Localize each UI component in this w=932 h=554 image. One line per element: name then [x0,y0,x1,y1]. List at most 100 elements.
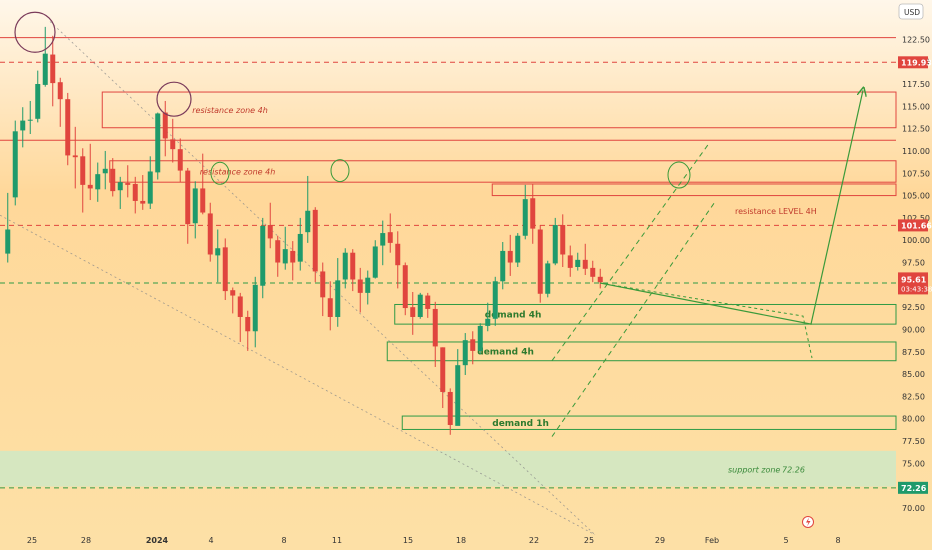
y-tick-label: 122.50 [902,35,930,44]
candle-body [522,199,528,236]
price-tag-label-2: 95.61 [901,275,927,284]
zone-label-3: demand 4h [485,310,542,320]
candle-body [560,225,566,255]
candle-body [327,298,333,317]
price-tag-0 [898,56,928,69]
candle-body [42,53,48,85]
candle-body [132,183,138,201]
candle-body [162,112,168,139]
candle-body [245,316,251,332]
candle-body [567,255,573,268]
y-tick-label: 102.50 [902,214,930,223]
candle-body [545,263,551,294]
touch-circle-1 [210,161,230,185]
candle-body [12,131,18,198]
candle-body [410,307,416,317]
candle-body [215,248,221,256]
y-tick-label: 70.00 [902,504,925,513]
zone-resistance-0 [101,91,897,129]
candle-body [110,168,116,192]
rising-channel-lower [551,201,716,437]
candle-body [87,184,93,189]
high-circle-2 [156,81,192,117]
candle-body [597,276,603,283]
candle-body [102,168,108,174]
candle-body [185,170,191,225]
candle-body [50,54,56,84]
zone-demand-4 [386,341,897,362]
candle-body [230,290,236,296]
y-tick-label: 82.50 [902,392,925,401]
projection-arrow-alt [600,282,813,359]
candle-body [537,229,543,294]
candle-body [447,391,453,425]
x-tick-label: 25 [584,536,594,545]
candle-body [395,243,401,266]
x-tick-label: 4 [208,536,213,545]
candle-body [65,99,71,156]
currency-box[interactable] [898,3,924,20]
support-zone-value: 72.26 [782,466,805,475]
x-tick-label: 2024 [146,536,169,545]
candle-body [357,279,363,293]
candle-body [365,277,371,293]
candle-body [252,284,258,332]
candle-body [335,280,341,317]
candle-body [575,259,581,267]
candle-body [312,209,318,272]
candle-body [125,183,131,185]
y-tick-label: 97.50 [902,259,925,268]
candle-body [515,235,521,263]
y-tick-label: 115.00 [902,102,930,111]
candle-body [425,295,431,309]
candle-body [192,188,198,224]
candle-body [552,225,558,264]
y-tick-label: 87.50 [902,348,925,357]
candle-body [282,249,288,264]
x-tick-label: 29 [655,536,665,545]
candle-body [27,119,33,121]
x-tick-label: 8 [281,536,286,545]
touch-circle-3 [667,161,691,189]
candle-body [582,259,588,269]
candle-body [342,252,348,280]
candle-body [290,250,296,263]
x-tick-label: Feb [705,536,719,545]
y-tick-label: 112.50 [902,125,930,134]
candle-body [402,265,408,309]
y-tick-label: 110.00 [902,147,930,156]
price-tag-label-0: 119.93 [901,58,932,67]
y-tick-label: 85.00 [902,370,925,379]
high-circle-1 [14,11,56,53]
x-tick-label: 25 [27,536,37,545]
candle-body [500,250,506,282]
candle-body [57,82,63,100]
currency-label: USD [904,8,920,17]
zone-label-0: resistance zone 4h [192,106,268,115]
x-tick-label: 18 [456,536,466,545]
price-tag-label-1: 101.66 [901,221,932,230]
projection-arrow-main [600,90,863,325]
y-tick-label: 90.00 [902,325,925,334]
candle-body [350,252,356,280]
y-tick-label: 107.50 [902,169,930,178]
candle-body [507,250,513,263]
candle-body [305,210,311,233]
y-tick-label: 75.00 [902,459,925,468]
candle-body [462,340,468,366]
candle-body [222,247,228,292]
candle-body [95,174,101,190]
x-tick-label: 28 [81,536,91,545]
candle-body [492,281,498,319]
zone-label-4: demand 4h [477,347,534,357]
price-tag-2 [898,272,928,295]
candle-body [590,267,596,277]
candle-body [200,188,206,213]
candle-body [260,225,266,286]
y-tick-label: 80.00 [902,415,925,424]
x-tick-label: 22 [529,536,539,545]
candle-body [80,156,86,185]
zone-resistance-1 [109,160,897,183]
